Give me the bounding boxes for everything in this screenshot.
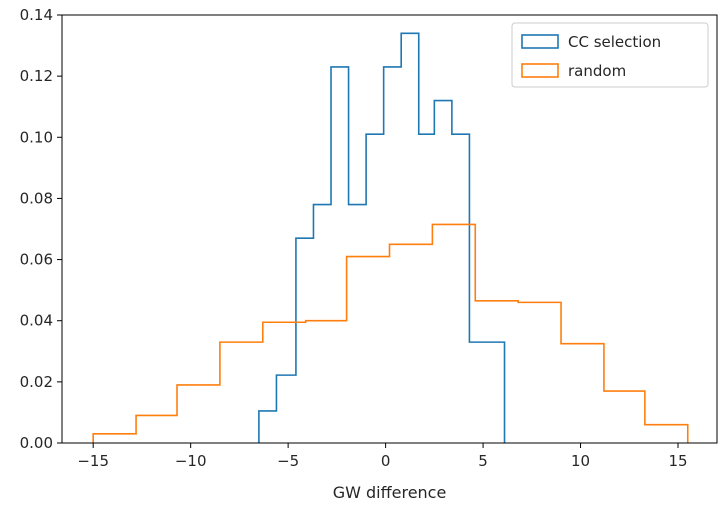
y-tick-label: 0.00 [20, 434, 53, 452]
x-tick-label: −15 [77, 452, 109, 470]
x-axis: −15 −10 −5 0 5 10 15 [77, 443, 688, 470]
y-axis: 0.00 0.02 0.04 0.06 0.08 0.10 0.12 0.14 [20, 6, 62, 452]
x-tick-label: 0 [381, 452, 391, 470]
y-tick-label: 0.06 [20, 251, 53, 269]
legend-box [511, 22, 709, 88]
y-tick-label: 0.10 [20, 128, 53, 146]
series-layer [92, 32, 689, 443]
x-tick-label: −5 [277, 452, 299, 470]
x-tick-label: 5 [478, 452, 488, 470]
x-tick-label: 15 [668, 452, 687, 470]
legend-label-0: CC selection [568, 33, 661, 51]
y-tick-label: 0.12 [20, 67, 53, 85]
x-axis-label: GW difference [333, 483, 447, 502]
plot-frame [61, 14, 718, 444]
legend-swatch-1 [521, 63, 559, 78]
y-tick-label: 0.08 [20, 189, 53, 207]
x-tick-label: 10 [571, 452, 590, 470]
series-line-1 [92, 223, 689, 443]
legend: CC selection random [511, 22, 709, 88]
y-tick-label: 0.14 [20, 6, 53, 24]
series-line-0 [258, 32, 506, 443]
legend-swatch-0 [521, 34, 559, 49]
y-tick-label: 0.02 [20, 373, 53, 391]
y-tick-label: 0.04 [20, 312, 53, 330]
x-tick-label: −10 [175, 452, 207, 470]
legend-label-1: random [568, 62, 626, 80]
